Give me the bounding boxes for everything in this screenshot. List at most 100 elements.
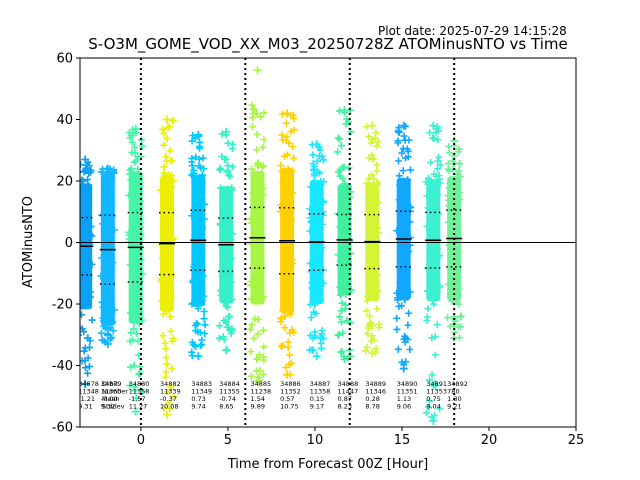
orbit-point [395, 196, 403, 204]
orbit-stat-label: 34883 [191, 380, 212, 388]
orbit-point [432, 382, 440, 390]
orbit-point [80, 305, 83, 313]
orbit-max-point [312, 140, 321, 149]
orbit-point [80, 347, 88, 355]
orbit-point [84, 183, 92, 191]
orbit-stat-label: 11.27 [129, 403, 148, 411]
orbit-point [282, 190, 290, 198]
orbit-point [434, 210, 442, 218]
orbit-point [251, 315, 259, 323]
orbit-point [316, 248, 324, 256]
orbit-point [256, 204, 264, 212]
orbit-point [433, 288, 441, 296]
orbit-point [312, 310, 320, 318]
orbit-point [250, 334, 258, 342]
orbit-point [88, 232, 96, 240]
orbit-series-34883 [188, 130, 209, 361]
x-tick-label: 20 [481, 433, 498, 448]
orbit-stat-label: 34880 [129, 380, 150, 388]
orbit-point [255, 351, 263, 359]
orbit-point [362, 347, 370, 355]
orbit-point [423, 192, 431, 200]
orbit-point [279, 178, 287, 186]
orbit-point [444, 165, 452, 173]
orbit-point [87, 223, 95, 231]
orbit-point [337, 142, 345, 150]
orbit-point [365, 175, 373, 183]
orbit-point [398, 240, 406, 248]
x-tick-label: 15 [394, 433, 411, 448]
orbit-min-point [429, 416, 438, 425]
orbit-stat-label: 11339 [160, 388, 181, 396]
orbit-min-point [399, 364, 408, 373]
orbit-point [111, 226, 119, 234]
orbit-point [200, 315, 208, 323]
orbit-point [306, 332, 314, 340]
orbit-series-34888 [334, 106, 355, 364]
orbit-point [315, 152, 323, 160]
orbit-stat-label: 34884 [219, 380, 240, 388]
orbit-point [340, 198, 348, 206]
orbit-point [216, 220, 224, 228]
orbit-point [198, 171, 206, 179]
orbit-point [306, 205, 314, 213]
orbit-point [247, 295, 255, 303]
orbit-point [374, 180, 382, 188]
orbit-point [371, 191, 379, 199]
orbit-point [109, 327, 117, 335]
orbit-stat-label: 11238 [251, 388, 272, 396]
orbit-point [192, 248, 200, 256]
y-tick-label: -20 [52, 298, 73, 313]
orbit-point [221, 194, 229, 202]
orbit-point [132, 157, 140, 165]
orbit-point [444, 192, 452, 200]
orbit-point [259, 326, 267, 334]
orbit-point [221, 248, 229, 256]
orbit-point [108, 202, 116, 210]
orbit-stat-label: 0.87 [338, 395, 352, 403]
orbit-point [127, 363, 135, 371]
orbit-point [198, 336, 206, 344]
orbit-point [406, 218, 414, 226]
orbit-stat-label: 11355 [219, 388, 240, 396]
orbit-point [223, 323, 231, 331]
orbit-point [320, 279, 328, 287]
stats-legend-label: Mean [102, 395, 120, 403]
orbit-point [281, 152, 289, 160]
orbit-min-point [368, 349, 377, 358]
orbit-point [319, 197, 327, 205]
orbit-point [260, 293, 268, 301]
orbit-point [429, 296, 437, 304]
orbit-point [425, 397, 433, 405]
orbit-point [80, 326, 83, 329]
orbit-point [280, 197, 288, 205]
orbit-point [201, 200, 209, 208]
orbit-stat-label: 9.06 [397, 403, 411, 411]
orbit-point [165, 399, 173, 407]
orbit-point [454, 169, 462, 177]
orbit-stat-label: 780 [447, 388, 459, 396]
orbit-point [434, 136, 442, 144]
orbit-point [283, 294, 291, 302]
x-tick-label: 25 [568, 433, 585, 448]
orbit-series-34886 [276, 109, 298, 379]
orbit-point [424, 204, 432, 212]
orbit-point [312, 257, 320, 265]
orbit-point [103, 181, 111, 189]
orbit-point [433, 222, 441, 230]
orbit-point [126, 337, 134, 345]
orbit-point [249, 197, 257, 205]
orbit-point [260, 191, 268, 199]
orbit-point [253, 130, 261, 138]
orbit-point [80, 311, 86, 319]
orbit-point [217, 184, 225, 192]
orbit-point [100, 264, 108, 272]
orbit-stat-label: 0.75 [426, 395, 440, 403]
orbit-point [431, 214, 439, 222]
orbit-point [374, 138, 382, 146]
orbit-point [161, 373, 169, 381]
orbit-point [247, 348, 255, 356]
orbit-point [347, 188, 355, 196]
orbit-point [188, 348, 196, 356]
orbit-point [167, 157, 175, 165]
